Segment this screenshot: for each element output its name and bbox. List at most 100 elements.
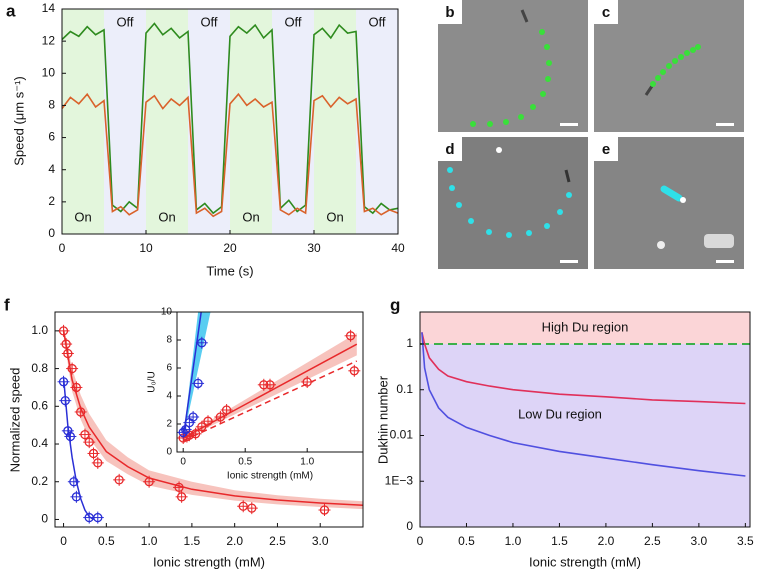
x-tick-label: 0	[180, 457, 186, 468]
y-tick-label: 8	[48, 98, 55, 112]
region	[146, 9, 188, 234]
y-tick-label: 1.0	[31, 323, 48, 337]
x-tick-label: 0.5	[98, 534, 115, 548]
scale-bar	[560, 123, 578, 126]
panel-label: a	[6, 1, 16, 20]
x-tick-label: 3.0	[312, 534, 329, 548]
data-point	[319, 505, 330, 515]
y-axis-label: Dukhin number	[375, 375, 390, 464]
y-tick-label: 8	[166, 335, 172, 346]
x-tick-label: 1.5	[551, 534, 568, 548]
y-tick-label: 4	[48, 162, 55, 176]
data-point	[67, 363, 77, 374]
region	[62, 9, 104, 234]
data-point	[345, 331, 356, 341]
x-tick-label: 40	[391, 241, 405, 255]
region	[230, 9, 272, 234]
y-axis-label: Speed (μm s⁻¹)	[11, 76, 26, 165]
panel-label: g	[390, 295, 400, 314]
region	[314, 9, 356, 234]
data-line	[421, 332, 746, 405]
high-region	[420, 312, 750, 344]
plot-area: On Off On Off On Off On Off	[62, 9, 398, 234]
image-c: c	[594, 0, 744, 132]
fit-line	[182, 360, 358, 442]
data-point	[349, 366, 359, 376]
y-tick-label: 1E−3	[385, 473, 414, 487]
panel-label: f	[4, 295, 10, 314]
y-tick-label: 6	[166, 363, 172, 374]
region-label: On	[158, 209, 175, 224]
data-point	[215, 412, 226, 422]
image-e: e	[594, 137, 744, 269]
low-region	[420, 343, 750, 527]
data-point	[174, 482, 184, 493]
y-tick-label: 14	[42, 1, 56, 15]
data-point	[60, 395, 70, 406]
x-tick-label: 0.5	[238, 457, 252, 468]
fit-line	[182, 312, 202, 439]
data-point	[69, 477, 79, 487]
y-tick-label: 0.2	[31, 474, 48, 488]
y-tick-label: 0	[48, 226, 55, 240]
data-point	[302, 377, 312, 387]
x-tick-label: 0.5	[458, 534, 475, 548]
region	[104, 9, 146, 234]
region	[188, 9, 230, 234]
x-tick-label: 3.5	[737, 534, 754, 548]
image-label: b	[445, 4, 454, 21]
y-tick-label: 0.4	[31, 436, 48, 450]
trajectory	[447, 167, 572, 238]
data-point	[71, 382, 82, 393]
y-tick-label: 0.01	[390, 428, 414, 442]
y-tick-label: 0	[41, 512, 48, 526]
region-label: Off	[368, 14, 385, 29]
x-tick-label: 1.0	[300, 457, 314, 468]
x-tick-label: 3.0	[691, 534, 708, 548]
plot-area: High Du region Low Du region	[420, 312, 750, 527]
particle	[657, 241, 665, 249]
y-tick-label: 2	[166, 419, 172, 430]
axes-frame	[419, 311, 751, 528]
x-tick-label: 2.5	[644, 534, 661, 548]
data-point	[265, 380, 275, 390]
x-tick-label: 10	[139, 241, 153, 255]
data-point	[88, 448, 99, 459]
image-b: b	[438, 0, 588, 132]
trajectory	[470, 29, 552, 127]
fit-line	[62, 330, 363, 507]
image-label: e	[602, 141, 610, 158]
axes-frame	[176, 311, 364, 453]
data-point	[181, 424, 191, 435]
confidence-band	[183, 312, 211, 438]
y-tick-label: 10	[42, 65, 56, 79]
x-tick-label: 2.0	[226, 534, 243, 548]
particle	[496, 147, 502, 153]
x-axis-label: Ionic strength (mM)	[227, 471, 313, 482]
x-tick-label: 0	[59, 241, 66, 255]
y-axis-label: Normalized speed	[7, 368, 22, 473]
y-tick-label: 12	[42, 33, 56, 47]
y-axis-label: U₀/U	[147, 371, 158, 392]
region-label: Off	[200, 14, 217, 29]
y-tick-label: 6	[48, 130, 55, 144]
y-tick-label: 10	[161, 307, 173, 318]
region-label: Low Du region	[518, 407, 602, 422]
data-point	[221, 405, 232, 415]
x-axis-label: Time (s)	[206, 263, 253, 278]
data-point	[80, 429, 90, 440]
data-point	[176, 492, 187, 502]
region	[356, 9, 398, 234]
y-tick-label: 2	[48, 194, 55, 208]
data-point	[197, 338, 207, 348]
region-label: On	[326, 209, 343, 224]
data-point	[76, 407, 86, 417]
data-point	[63, 348, 73, 359]
particle	[520, 9, 529, 23]
region-label: Off	[116, 14, 133, 29]
data-point	[58, 326, 69, 336]
data-point	[188, 412, 198, 422]
data-point	[93, 512, 103, 523]
label-box	[594, 0, 618, 24]
x-axis-label: Ionic strength (mM)	[529, 554, 641, 569]
